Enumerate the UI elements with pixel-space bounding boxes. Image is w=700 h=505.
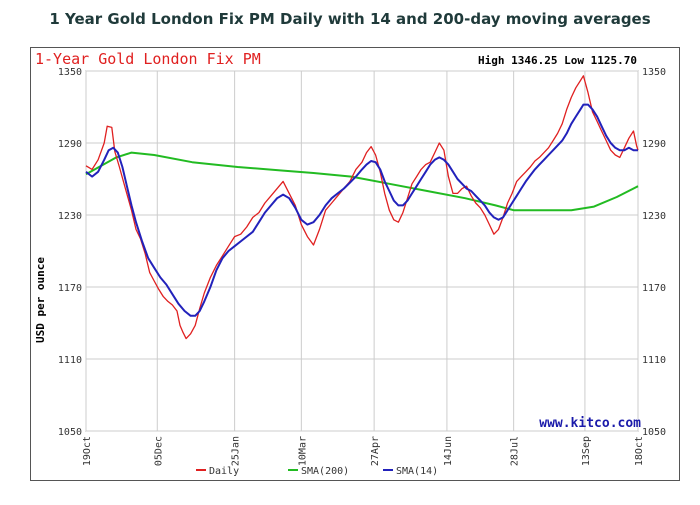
gold-price-chart: 1050 1050 1110 1110 1170 1170 1230 1230 1290 1290… [34, 50, 666, 477]
x-tick-label: 10Mar [297, 436, 308, 466]
x-tick-label: 25Jan [231, 436, 242, 466]
series-line-sma-14 [85, 103, 638, 317]
y-tick-label-right: 1290 [642, 139, 666, 150]
x-tick-label: 05Dec [153, 436, 164, 466]
x-tick-label: 18Oct [634, 436, 645, 466]
axes: 1050 1050 1110 1110 1170 1170 1230 1230 1290 1290… [58, 67, 666, 466]
y-tick-label-right: 1050 [642, 427, 666, 438]
y-axis-label: USD per ounce [34, 257, 47, 343]
y-tick-label-left: 1170 [58, 283, 82, 294]
y-tick-label-right: 1110 [642, 355, 666, 366]
series-layer [85, 75, 639, 340]
chart-title: 1-Year Gold London Fix PM [35, 50, 261, 68]
y-tick-label-left: 1350 [58, 67, 82, 78]
grid [85, 70, 639, 432]
plot-area [85, 70, 639, 432]
x-tick-label: 28Jul [510, 436, 521, 466]
page-title: 1 Year Gold London Fix PM Daily with 14 … [49, 10, 651, 28]
legend-label: SMA(14) [396, 466, 438, 477]
x-tick-label: 13Sep [581, 436, 592, 466]
y-tick-label-right: 1350 [642, 67, 666, 78]
y-tick-label-right: 1230 [642, 211, 666, 222]
y-tick-label-left: 1050 [58, 427, 82, 438]
x-tick-label: 14Jun [443, 436, 454, 466]
series-line-daily [85, 75, 639, 340]
chart-frame: 1050 1050 1110 1110 1170 1170 1230 1230 1290 1290… [30, 47, 680, 481]
legend-label: Daily [209, 466, 239, 477]
y-tick-label-right: 1170 [642, 283, 666, 294]
series-line-sma-200 [85, 151, 639, 212]
legend: Daily SMA(200) SMA(14) [196, 466, 438, 477]
legend-label: SMA(200) [301, 466, 349, 477]
x-tick-label: 19Oct [82, 436, 93, 466]
y-tick-label-left: 1230 [58, 211, 82, 222]
y-tick-label-left: 1290 [58, 139, 82, 150]
high-low-text: High 1346.25 Low 1125.70 [478, 54, 637, 67]
x-tick-label: 27Apr [370, 436, 381, 466]
y-tick-label-left: 1110 [58, 355, 82, 366]
kitco-watermark: www.kitco.com [539, 416, 641, 431]
